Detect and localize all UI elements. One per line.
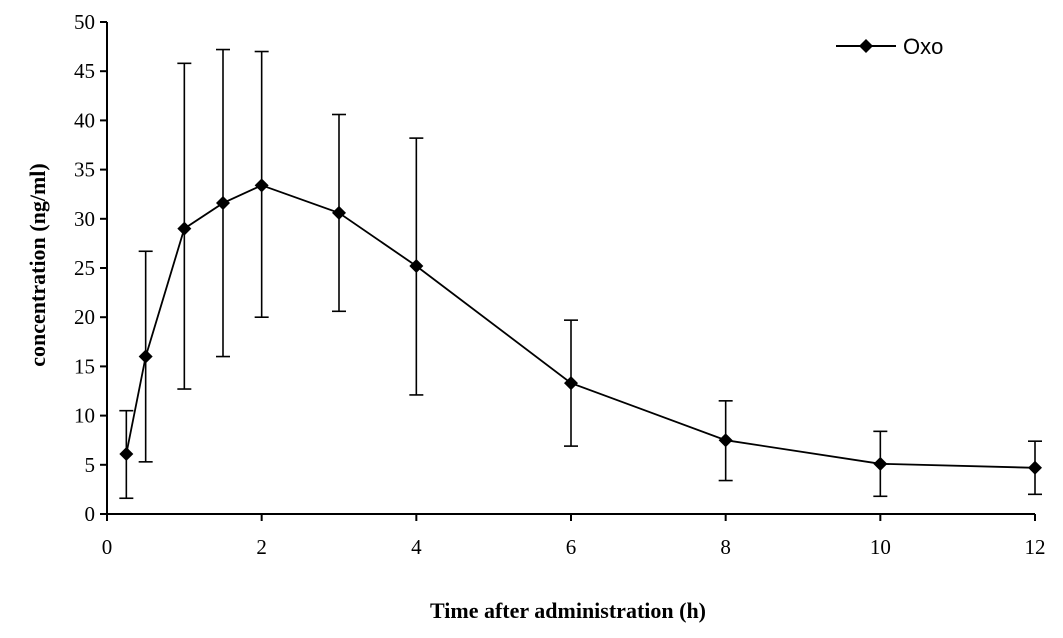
x-tick-label: 0: [102, 535, 113, 559]
data-point: [177, 221, 192, 236]
data-point: [254, 178, 269, 193]
data-point: [873, 456, 888, 471]
y-tick-label: 5: [85, 453, 96, 477]
data-point: [718, 433, 733, 448]
data-point: [332, 205, 346, 220]
y-axis-title: concentration (ng/ml): [25, 163, 50, 366]
data-point: [564, 376, 578, 391]
y-tick-label: 20: [74, 305, 95, 329]
x-tick-label: 4: [411, 535, 422, 559]
y-tick-label: 25: [74, 256, 95, 280]
x-tick-label: 12: [1025, 535, 1046, 559]
y-tick-label: 0: [85, 502, 96, 526]
x-tick-label: 2: [256, 535, 267, 559]
y-tick-label: 10: [74, 404, 95, 428]
x-tick-label: 6: [566, 535, 577, 559]
y-tick-label: 35: [74, 158, 95, 182]
y-tick-label: 50: [74, 10, 95, 34]
plot-area: [119, 48, 1042, 500]
y-tick-label: 40: [74, 108, 95, 132]
data-point: [1028, 460, 1042, 475]
y-tick-label: 45: [74, 59, 95, 83]
data-point: [119, 446, 134, 461]
data-point: [409, 259, 424, 274]
x-tick-label: 8: [720, 535, 731, 559]
series-line-0: [125, 184, 1036, 469]
data-point: [216, 196, 230, 211]
legend-label-oxo: Oxo: [903, 34, 943, 59]
x-axis-title: Time after administration (h): [430, 598, 706, 623]
tick-labels: 0 5 10 15 20 25 30 35 40 45 50 0 2 4 6 8 10 12: [74, 10, 1046, 559]
x-tick-label: 10: [870, 535, 891, 559]
y-tick-label: 15: [74, 354, 95, 378]
y-tick-label: 30: [74, 207, 95, 231]
data-point: [138, 349, 153, 364]
legend-marker: [859, 39, 873, 53]
axes: [100, 21, 1036, 521]
legend: Oxo: [836, 34, 943, 59]
